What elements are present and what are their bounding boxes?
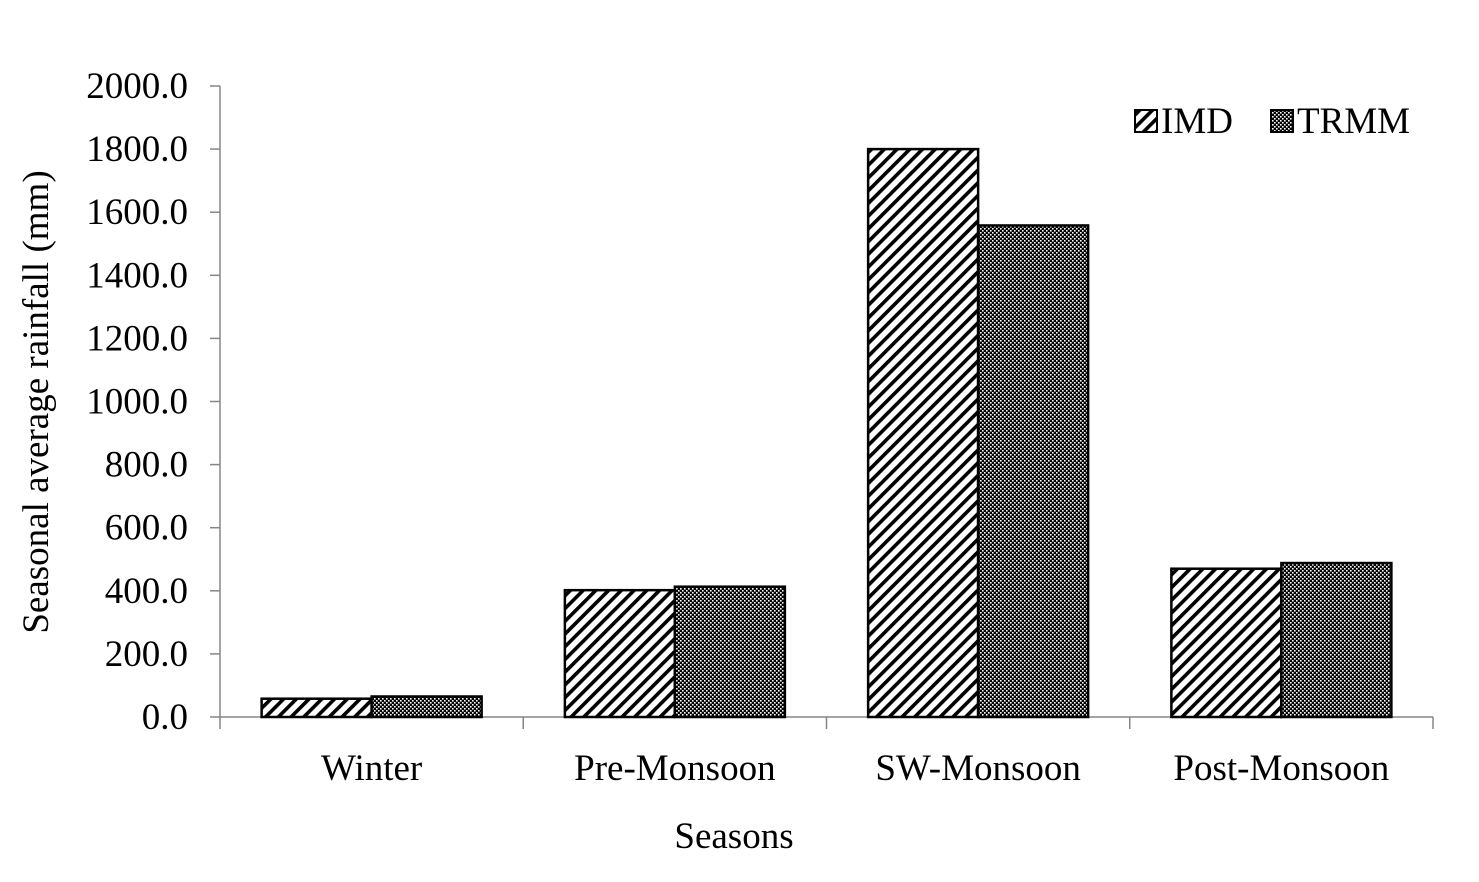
legend-label-imd: IMD	[1161, 101, 1233, 142]
x-tick-label: Pre-Monsoon	[574, 748, 775, 789]
y-tick-label: 1800.0	[86, 129, 188, 170]
y-axis-title: Seasonal average rainfall (mm)	[16, 170, 57, 633]
y-tick-label: 2000.0	[86, 66, 188, 107]
x-tick-label: Winter	[321, 748, 422, 789]
bar-trmm-post-monsoon	[1280, 561, 1393, 719]
bar-imd-winter	[260, 697, 373, 719]
legend: IMD TRMM	[1134, 101, 1410, 142]
y-tick-label: 400.0	[105, 571, 188, 612]
y-tick-label: 0.0	[142, 697, 188, 738]
x-tick-label: Post-Monsoon	[1173, 748, 1389, 789]
y-tick-label: 200.0	[105, 634, 188, 675]
bar-trmm-sw-monsoon	[976, 224, 1090, 719]
bar-imd-post-monsoon	[1170, 567, 1283, 719]
bars	[260, 147, 1393, 719]
bar-imd-pre-monsoon	[563, 588, 677, 719]
y-tick-label: 1600.0	[86, 192, 188, 233]
y-tick-label: 800.0	[105, 445, 188, 486]
x-axis-title: Seasons	[674, 816, 793, 857]
legend-swatch-imd	[1134, 109, 1158, 133]
labels: 0.0 200.0 400.0 600.0 800.0 1000.0 1200.0 1400.…	[86, 66, 1389, 789]
y-tick-label: 1400.0	[86, 255, 188, 296]
bar-trmm-pre-monsoon	[673, 585, 787, 719]
bar-imd-sw-monsoon	[866, 147, 980, 719]
y-tick-label: 1000.0	[86, 382, 188, 423]
legend-swatch-trmm	[1270, 109, 1294, 133]
y-tick-label: 1200.0	[86, 318, 188, 359]
legend-label-trmm: TRMM	[1297, 101, 1410, 142]
y-tick-label: 600.0	[105, 508, 188, 549]
bar-trmm-winter	[370, 695, 483, 719]
x-tick-label: SW-Monsoon	[875, 748, 1081, 789]
